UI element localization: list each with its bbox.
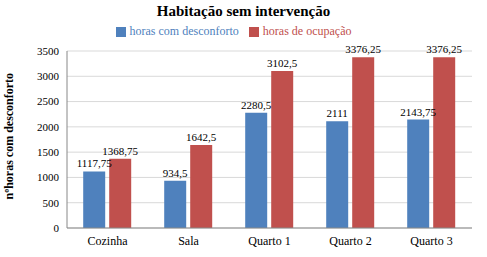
svg-text:1500: 1500	[37, 146, 60, 158]
svg-text:2280,5: 2280,5	[241, 99, 272, 111]
svg-text:3376,25: 3376,25	[426, 43, 462, 55]
svg-text:1642,5: 1642,5	[186, 131, 217, 143]
html-text:horas com desconforto: horas com desconforto	[129, 24, 239, 38]
svg-text:Cozinha: Cozinha	[88, 234, 129, 248]
svg-text:0: 0	[54, 222, 60, 234]
svg-text:2000: 2000	[37, 121, 60, 133]
svg-text:2143,75: 2143,75	[400, 106, 436, 118]
svg-text:Sala: Sala	[178, 234, 199, 248]
svg-text:2500: 2500	[37, 95, 60, 107]
svg-text:Quarto 1: Quarto 1	[248, 234, 290, 248]
svg-text:3000: 3000	[37, 70, 60, 82]
html-text:Habitação sem intervenção: Habitação sem intervenção	[156, 3, 331, 19]
svg-text:1000: 1000	[37, 171, 60, 183]
svg-text:1368,75: 1368,75	[102, 145, 138, 157]
svg-text:3500: 3500	[37, 45, 60, 57]
html-text:horas de ocupação: horas de ocupação	[262, 24, 352, 38]
svg-text:Quarto 2: Quarto 2	[329, 234, 371, 248]
svg-text:1117,75: 1117,75	[77, 157, 112, 169]
svg-text:2111: 2111	[327, 107, 348, 119]
svg-text:3102,5: 3102,5	[267, 57, 298, 69]
svg-text:934,5: 934,5	[163, 167, 188, 179]
svg-text:nºhoras com desconforto: nºhoras com desconforto	[8, 73, 16, 200]
svg-text:3376,25: 3376,25	[345, 43, 381, 55]
svg-text:Quarto 3: Quarto 3	[410, 234, 452, 248]
svg-text:500: 500	[43, 197, 60, 209]
